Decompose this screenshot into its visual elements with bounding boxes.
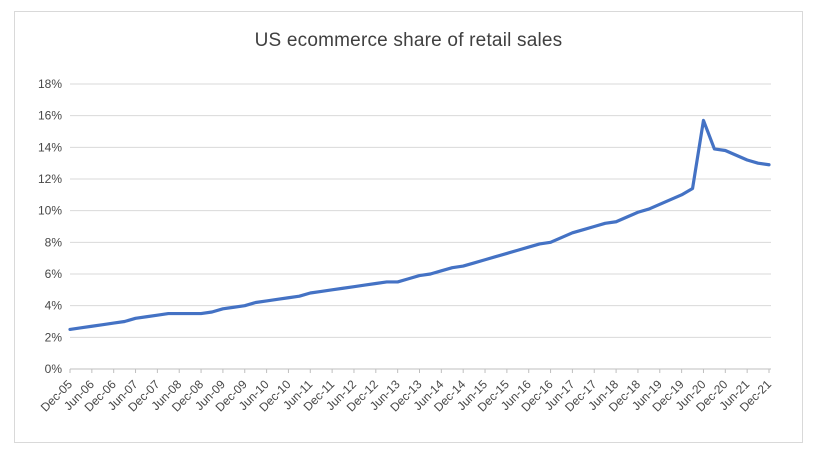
y-axis-tick-label: 18% xyxy=(38,77,62,91)
y-axis-tick-label: 12% xyxy=(38,172,62,186)
y-axis-tick-label: 14% xyxy=(38,140,62,154)
data-series-line xyxy=(68,118,771,332)
chart-container: US ecommerce share of retail sales 0% 2% 4… xyxy=(14,11,803,443)
y-axis-tick-label: 6% xyxy=(45,267,63,281)
chart-plot-area: 0%2%4%6%8%10%12%14%16%18%Dec-05Jun-06Dec… xyxy=(38,77,774,414)
y-axis-tick-label: 2% xyxy=(45,330,63,344)
y-axis-tick-label: 16% xyxy=(38,109,62,123)
y-axis-tick-label: 0% xyxy=(45,362,63,376)
y-axis-tick-label: 8% xyxy=(45,235,63,249)
y-axis-tick-label: 4% xyxy=(45,299,63,313)
y-axis-tick-label: 10% xyxy=(38,204,62,218)
chart-title: US ecommerce share of retail sales xyxy=(254,30,563,51)
